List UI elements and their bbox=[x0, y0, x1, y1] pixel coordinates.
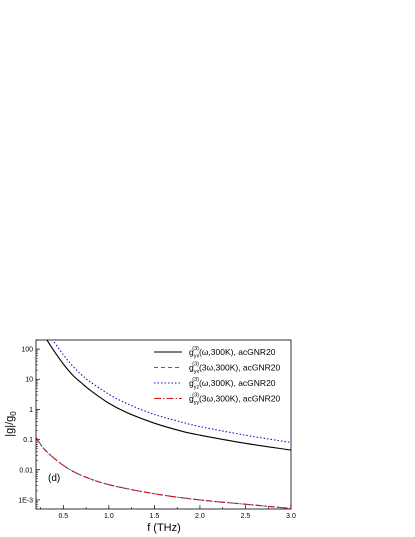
axis-ticks: 0.5 1.0 1.5 2.0 2.5 3.0 1E-3 0.01 0.1 1 10 100 bbox=[18, 339, 296, 520]
legend-label: gyx(3)(ω,300K), acGNR20 bbox=[189, 346, 276, 360]
x-axis-label: f (THz) bbox=[147, 522, 181, 534]
series-line-3 bbox=[53, 341, 291, 444]
legend-entry-2: gyx(3)(3ω,300K), acGNR20 bbox=[154, 362, 281, 376]
y-tick-label: 0.1 bbox=[23, 437, 33, 444]
series-line-4 bbox=[36, 436, 291, 509]
y-tick-label: 1E-3 bbox=[18, 497, 33, 504]
y-axis-label-main: |g|/g bbox=[4, 416, 16, 437]
series-line-1 bbox=[46, 340, 291, 451]
x-tick-label: 0.5 bbox=[58, 513, 68, 520]
svg-text:|g|/g0: |g|/g0 bbox=[4, 411, 18, 437]
legend-label: gyy(3)(3ω,300K), acGNR20 bbox=[189, 393, 281, 407]
y-axis-label: |g|/g0 bbox=[4, 411, 18, 437]
x-tick-label: 2.5 bbox=[241, 513, 251, 520]
y-tick-label: 10 bbox=[25, 377, 33, 384]
legend-entry-4: gyy(3)(3ω,300K), acGNR20 bbox=[154, 393, 281, 407]
y-axis-label-sub: 0 bbox=[9, 411, 18, 416]
plot-frame bbox=[35, 339, 292, 510]
legend-entry-3: gyz(3)(ω,300K), acGNR20 bbox=[154, 377, 276, 391]
legend: gyx(3)(ω,300K), acGNR20 gyx(3)(3ω,300K), … bbox=[154, 346, 281, 406]
x-tick-label: 1.5 bbox=[150, 513, 160, 520]
legend-entry-1: gyx(3)(ω,300K), acGNR20 bbox=[154, 346, 276, 360]
y-tick-label: 0.01 bbox=[19, 467, 33, 474]
panel-label: (d) bbox=[48, 473, 60, 484]
y-tick-label: 1 bbox=[29, 407, 33, 414]
y-tick-label: 100 bbox=[21, 347, 33, 354]
legend-label: gyx(3)(3ω,300K), acGNR20 bbox=[189, 362, 281, 376]
series-line-2 bbox=[36, 436, 291, 509]
series-layer bbox=[36, 340, 291, 509]
legend-label: gyz(3)(ω,300K), acGNR20 bbox=[189, 377, 276, 391]
x-tick-label: 2.0 bbox=[195, 513, 205, 520]
x-tick-label: 1.0 bbox=[104, 513, 114, 520]
x-tick-label: 3.0 bbox=[286, 513, 296, 520]
